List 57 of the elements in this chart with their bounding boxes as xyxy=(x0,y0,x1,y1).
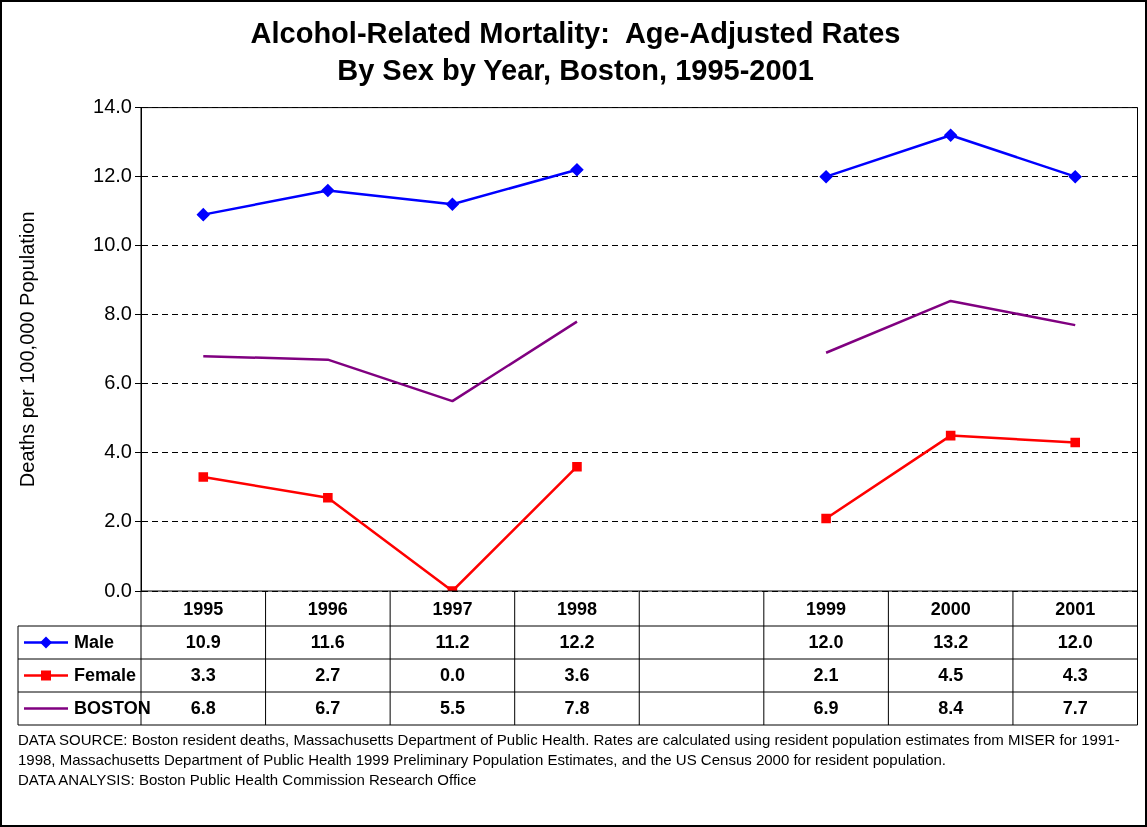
data-label: 2.7 xyxy=(315,665,341,686)
y-tick-label: 2.0 xyxy=(104,509,132,532)
data-label: 2.1 xyxy=(813,665,839,686)
data-label: 3.3 xyxy=(190,665,216,686)
chart-title: Alcohol-Related Mortality: Age-Adjusted Rates xyxy=(250,17,901,50)
point xyxy=(1070,437,1080,448)
x-tick-label: 1999 xyxy=(806,598,847,619)
source-note: DATA SOURCE: Boston resident deaths, Massachusetts Department of Public Health. Rates are calculated using resident population estimates from MISER for 1991-1998, Massachusetts Department of Public Health 1999 Preliminary Population Estimates, and the US Census 2000 for resident population. xyxy=(18,730,1121,770)
point xyxy=(198,472,209,482)
data-label: 6.7 xyxy=(315,698,341,719)
y-tick-label: 8.0 xyxy=(104,302,132,325)
point xyxy=(446,198,459,211)
data-label: 11.6 xyxy=(310,632,345,653)
legend-label: Female xyxy=(74,665,137,686)
x-tick-label: 1996 xyxy=(307,598,348,619)
data-label: 5.5 xyxy=(439,698,465,719)
data-label: 6.9 xyxy=(813,698,839,719)
x-tick-label: 1997 xyxy=(432,598,473,619)
text: DATA ANALYSIS: Boston Public Health Commission Research Office xyxy=(18,770,478,790)
data-label: 8.4 xyxy=(938,698,964,719)
data-label: 12.0 xyxy=(808,632,844,653)
data-label: 4.3 xyxy=(1062,665,1088,686)
data-label: 13.2 xyxy=(933,632,969,653)
data-label: 3.6 xyxy=(564,665,590,686)
x-tick-label: 1995 xyxy=(183,598,224,619)
data-label: 12.0 xyxy=(1057,632,1093,653)
y-tick-label: 14.0 xyxy=(93,95,132,118)
y-axis-title: Deaths per 100,000 Population xyxy=(15,211,38,488)
point xyxy=(572,461,582,472)
x-tick-label: 1998 xyxy=(556,598,597,619)
legend-label: Male xyxy=(74,632,115,653)
data-label: 0.0 xyxy=(439,665,465,686)
data-label: 6.8 xyxy=(190,698,216,719)
y-tick-label: 0.0 xyxy=(104,578,132,601)
point xyxy=(1068,170,1082,183)
chart-subtitle: By Sex by Year, Boston, 1995-2001 xyxy=(337,54,814,87)
y-tick-label: 10.0 xyxy=(93,233,132,256)
legend-label: BOSTON xyxy=(74,698,151,719)
point xyxy=(944,128,957,142)
point xyxy=(570,163,584,176)
point xyxy=(945,430,956,441)
x-tick-label: 2000 xyxy=(930,598,971,619)
y-tick-label: 12.0 xyxy=(93,164,132,187)
y-tick-label: 4.0 xyxy=(104,440,132,463)
point xyxy=(821,513,831,524)
point xyxy=(819,170,833,183)
data-label: 4.5 xyxy=(938,665,964,686)
data-label: 7.7 xyxy=(1062,698,1088,719)
data-label: 7.8 xyxy=(564,698,590,719)
data-label: 11.2 xyxy=(435,632,470,653)
point xyxy=(323,492,333,503)
data-label: 10.9 xyxy=(185,632,221,653)
y-tick-label: 6.0 xyxy=(104,371,132,394)
point xyxy=(197,208,210,221)
point xyxy=(321,184,335,197)
data-label: 12.2 xyxy=(559,632,595,653)
x-tick-label: 2001 xyxy=(1055,598,1096,619)
